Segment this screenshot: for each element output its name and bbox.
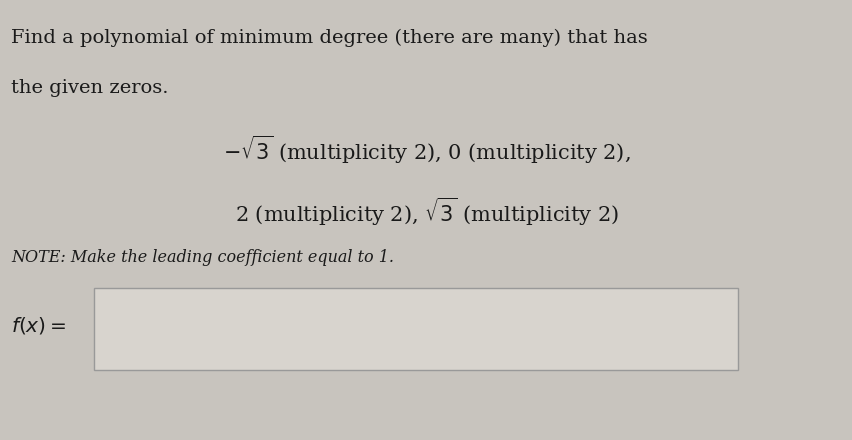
Text: 2 (multiplicity 2), $\sqrt{3}$ (multiplicity 2): 2 (multiplicity 2), $\sqrt{3}$ (multipli… [234, 196, 618, 228]
Text: NOTE: Make the leading coefficient equal to 1.: NOTE: Make the leading coefficient equal… [11, 249, 394, 266]
Text: $f(x) =$: $f(x) =$ [11, 315, 66, 336]
Text: the given zeros.: the given zeros. [11, 79, 169, 97]
Text: Find a polynomial of minimum degree (there are many) that has: Find a polynomial of minimum degree (the… [11, 29, 647, 47]
Text: $-\sqrt{3}$ (multiplicity 2), 0 (multiplicity 2),: $-\sqrt{3}$ (multiplicity 2), 0 (multipl… [222, 134, 630, 166]
FancyBboxPatch shape [94, 288, 737, 370]
